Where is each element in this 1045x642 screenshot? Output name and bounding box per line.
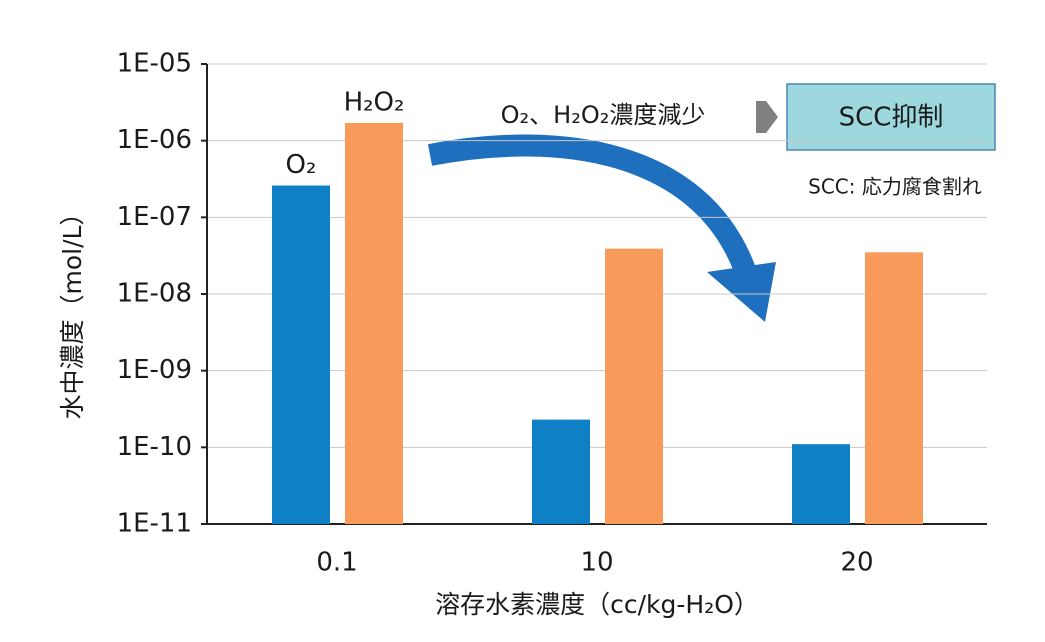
bar	[792, 444, 850, 524]
y-tick-label: 1E-11	[117, 509, 192, 539]
x-tick-label: 0.1	[316, 548, 357, 578]
bar	[865, 252, 923, 524]
bar	[532, 419, 590, 524]
y-tick-label: 1E-07	[117, 202, 192, 232]
annotation: O₂、H₂O₂濃度減少	[501, 101, 706, 129]
trend-arrow-head	[707, 262, 776, 322]
y-axis-title: 水中濃度（mol/L）	[58, 201, 87, 420]
bar	[272, 185, 330, 524]
y-tick-label: 1E-10	[117, 432, 192, 462]
annotation-note: SCC: 応力腐食割れ	[808, 175, 982, 199]
result-box	[786, 83, 996, 151]
series-label: O₂	[286, 150, 317, 180]
trend-arrow-body	[427, 134, 756, 274]
result-text: SCC抑制	[839, 103, 944, 133]
x-tick-label: 10	[580, 548, 613, 578]
series-label: H₂O₂	[344, 87, 405, 117]
y-tick-label: 1E-06	[117, 125, 192, 155]
x-axis-title: 溶存水素濃度（cc/kg-H₂O）	[435, 590, 759, 619]
y-tick-label: 1E-08	[117, 279, 192, 309]
y-tick-label: 1E-05	[117, 49, 192, 79]
y-tick-label: 1E-09	[117, 355, 192, 385]
bar	[345, 122, 403, 525]
small-arrow	[756, 101, 778, 133]
bar	[605, 248, 663, 524]
x-tick-label: 20	[840, 548, 873, 578]
